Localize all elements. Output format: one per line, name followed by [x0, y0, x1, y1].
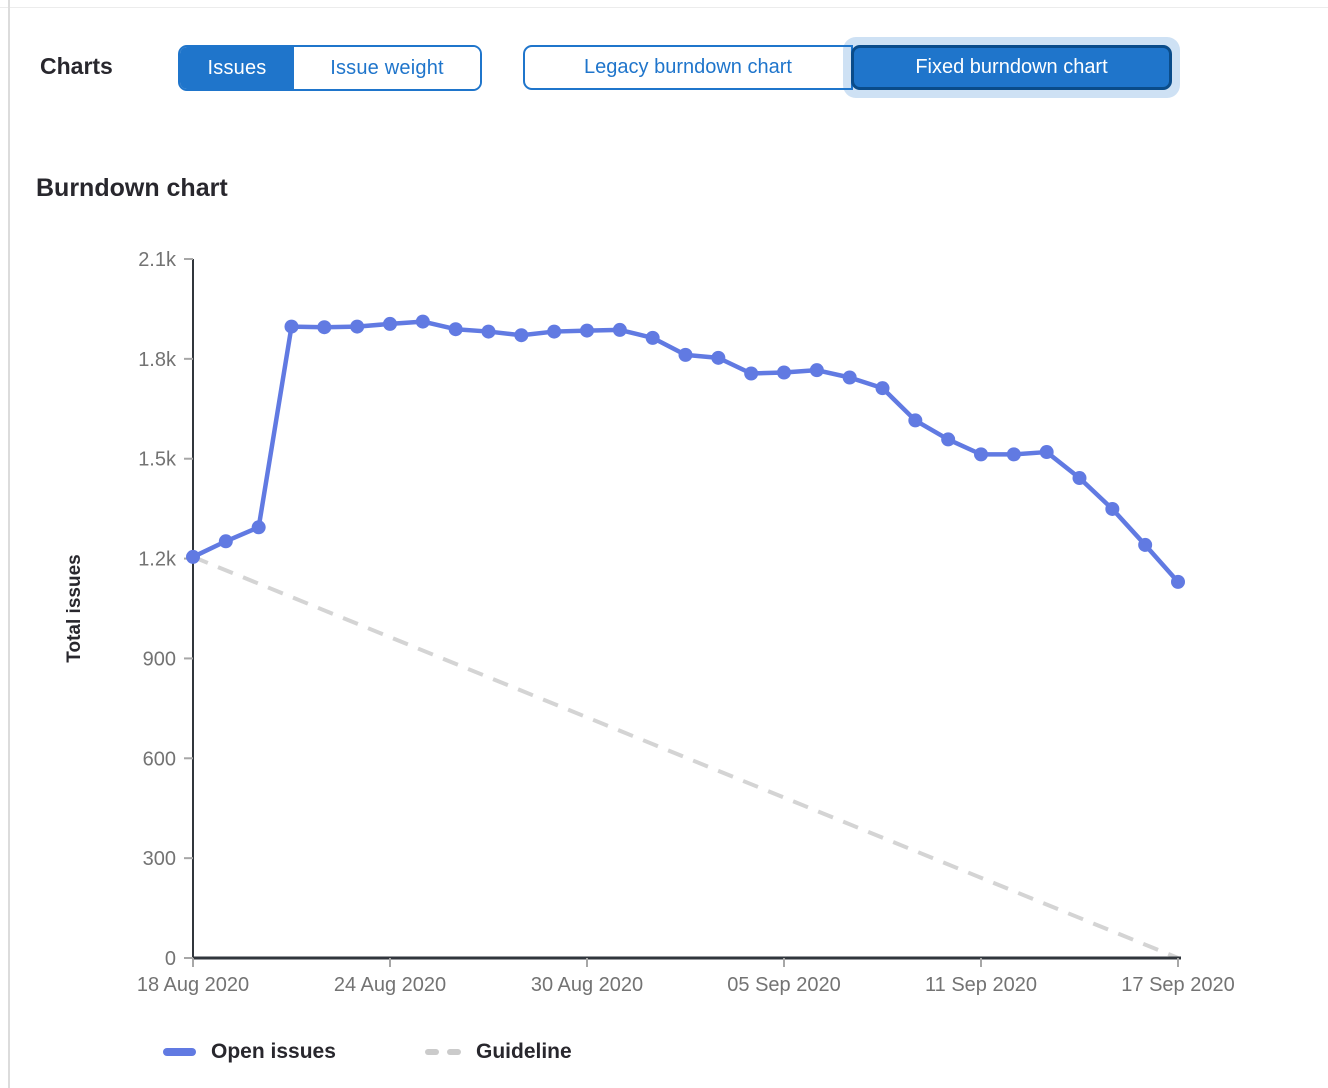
- y-tick-label: 2.1k: [138, 249, 177, 271]
- y-tick-label: 1.5k: [138, 449, 177, 471]
- toggle-issue-weight-button[interactable]: Issue weight: [294, 47, 480, 89]
- data-point[interactable]: [186, 549, 200, 564]
- data-point[interactable]: [218, 534, 233, 549]
- y-axis-title: Total issues: [64, 554, 85, 662]
- data-point[interactable]: [350, 319, 365, 334]
- y-tick-label: 600: [143, 748, 176, 770]
- charts-label: Charts: [40, 53, 113, 79]
- y-tick-label: 900: [143, 648, 176, 670]
- data-point[interactable]: [1105, 501, 1120, 516]
- x-tick-label: 18 Aug 2020: [137, 974, 249, 996]
- data-point[interactable]: [317, 320, 332, 335]
- data-point[interactable]: [1171, 574, 1185, 589]
- burndown-chart-canvas[interactable]: 0 300 600 900 1.2k 1.5k 1.8k 2.1k 18 Aug 2020 24 …: [0, 0, 1328, 1010]
- legend-item-guideline[interactable]: Guideline: [425, 1038, 572, 1066]
- data-point[interactable]: [974, 447, 988, 462]
- data-point[interactable]: [1039, 445, 1054, 460]
- data-point[interactable]: [1006, 447, 1021, 462]
- data-point[interactable]: [383, 316, 397, 331]
- page-top-divider: [0, 7, 1328, 8]
- data-point[interactable]: [875, 381, 890, 396]
- data-point[interactable]: [645, 330, 660, 345]
- page-left-divider: [8, 0, 10, 1088]
- x-tick-label: 17 Sep 2020: [1121, 974, 1234, 996]
- y-tick-label: 300: [143, 848, 176, 870]
- y-tick-label: 1.8k: [138, 349, 177, 371]
- data-point[interactable]: [448, 322, 463, 337]
- legend-item-open-issues[interactable]: Open issues: [163, 1038, 336, 1066]
- data-point[interactable]: [547, 324, 562, 339]
- x-tick-label: 30 Aug 2020: [531, 974, 643, 996]
- page-title: Burndown chart: [36, 174, 228, 202]
- data-point[interactable]: [284, 319, 299, 334]
- y-tick-label: 0: [165, 948, 176, 970]
- data-point[interactable]: [777, 365, 791, 380]
- data-point[interactable]: [514, 328, 529, 343]
- data-point[interactable]: [415, 314, 430, 329]
- data-point[interactable]: [251, 520, 266, 535]
- y-tick-label: 1.2k: [138, 549, 177, 571]
- guideline-dash-swatch-icon: [425, 1049, 461, 1055]
- issue-type-toggle-group: Issues Issue weight: [178, 45, 482, 91]
- open-issues-line-swatch-icon: [163, 1048, 196, 1056]
- data-point[interactable]: [908, 413, 923, 428]
- x-tick-label: 11 Sep 2020: [925, 974, 1037, 996]
- x-tick-label: 24 Aug 2020: [334, 974, 446, 996]
- data-point[interactable]: [941, 432, 956, 447]
- data-point[interactable]: [580, 323, 594, 338]
- fixed-burndown-chart-button[interactable]: Fixed burndown chart: [851, 45, 1172, 90]
- data-point[interactable]: [1072, 471, 1087, 486]
- legend-open-issues-label: Open issues: [211, 1040, 336, 1063]
- x-tick-label: 05 Sep 2020: [727, 974, 840, 996]
- data-point[interactable]: [744, 366, 759, 381]
- data-point[interactable]: [842, 370, 857, 385]
- toggle-issues-button[interactable]: Issues: [180, 47, 294, 89]
- data-point[interactable]: [612, 322, 627, 337]
- data-point[interactable]: [711, 350, 726, 365]
- data-point[interactable]: [481, 324, 496, 339]
- data-point[interactable]: [1138, 537, 1153, 552]
- guideline-dashed-line: [192, 555, 1179, 960]
- data-point[interactable]: [678, 347, 693, 362]
- data-point[interactable]: [809, 363, 824, 378]
- legend-guideline-label: Guideline: [476, 1040, 572, 1063]
- legacy-burndown-chart-button[interactable]: Legacy burndown chart: [523, 45, 853, 90]
